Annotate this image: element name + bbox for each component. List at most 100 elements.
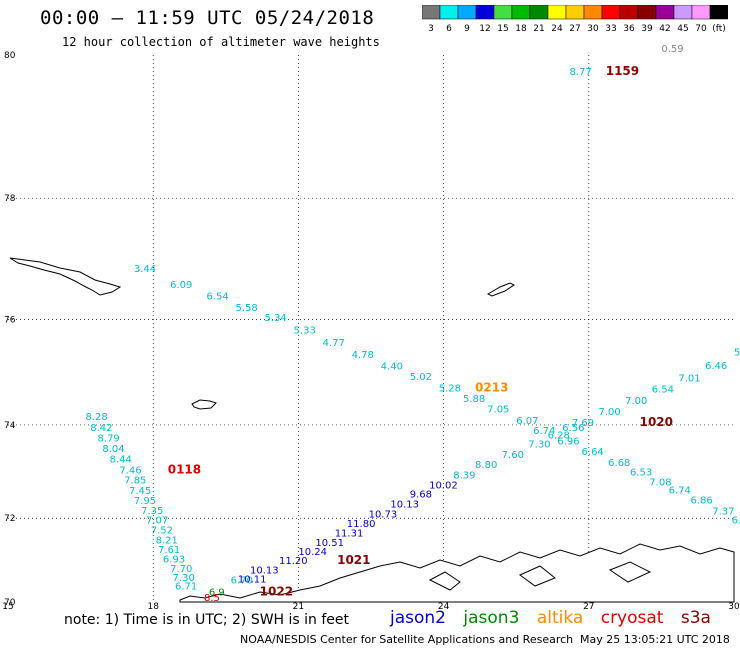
axis-ticks: 15 18 21 24 27 30 80 78 76 74 72 70 — [2, 51, 740, 612]
colorbar-label: 30 — [587, 24, 599, 34]
legend-jason3: jason3 — [463, 608, 520, 628]
wave-height-label: 10.13 — [250, 566, 279, 577]
wave-height-label: 7.01 — [678, 373, 700, 384]
colorbar-label: 21 — [533, 24, 544, 34]
wave-height-label: 10.73 — [369, 509, 398, 520]
colorbar-swatch — [709, 5, 728, 20]
wave-height-label: 3.44 — [134, 264, 156, 275]
wave-height-label: 7.95 — [134, 496, 156, 507]
satellite-legend: jason2 jason3 altika cryosat s3a — [390, 608, 723, 628]
wave-height-label: 6.46 — [705, 361, 727, 372]
latitude-tick-label: 76 — [4, 316, 16, 326]
wave-labels: 3.44 6.09 6.54 5.58 5.34 5.33 4.77 4.78 4.40 5.02… — [85, 44, 740, 604]
wave-height-label: 7.07 — [146, 516, 168, 527]
wave-height-label: 8.44 — [110, 455, 132, 466]
colorbar-label: 33 — [605, 24, 616, 34]
wave-height-label: 0.59 — [661, 44, 683, 55]
wave-height-label: 4.40 — [381, 362, 403, 373]
latitude-tick-label: 74 — [4, 421, 16, 431]
map-title: 00:00 – 11:59 UTC 05/24/2018 — [40, 7, 375, 29]
wave-height-label: 8.77 — [569, 67, 591, 78]
wave-height-label: 6.96 — [557, 436, 579, 447]
wave-height-label: 7.00 — [625, 396, 647, 407]
wave-height-label: 8.79 — [98, 434, 120, 445]
wave-height-label: 8.04 — [102, 444, 124, 455]
wave-height-label: 10.51 — [315, 538, 344, 549]
wave-height-label: 6.28 — [548, 431, 570, 442]
colorbar-label: 24 — [551, 24, 563, 34]
wave-height-label: 6.71 — [175, 582, 197, 593]
colorbar-label: 6 — [446, 24, 452, 34]
wave-height-label: 5.28 — [439, 384, 461, 395]
latitude-tick-label: 72 — [4, 514, 15, 524]
wave-height-label: 7.05 — [487, 404, 509, 415]
wave-height-label: 7 — [739, 525, 740, 536]
wave-height-label: 5.34 — [265, 313, 287, 324]
colorbar-label: 12 — [479, 24, 490, 34]
wave-height-label: 7.60 — [502, 450, 524, 461]
norway-inlet-2 — [519, 565, 556, 587]
wave-height-label: 4.78 — [352, 350, 374, 361]
wave-height-label: 7.08 — [649, 477, 671, 488]
legend-altika: altika — [536, 608, 584, 628]
wave-height-label: 6.74 — [669, 486, 691, 497]
wave-height-label: 5.33 — [294, 325, 316, 336]
wave-height-label: 10.11 — [238, 575, 267, 586]
latitude-tick-label: 80 — [4, 51, 16, 61]
wave-height-label: 7.37 — [712, 507, 734, 518]
wave-height-label: 7.52 — [151, 526, 173, 537]
longitude-tick-label: 18 — [147, 602, 159, 612]
longitude-tick-label: 21 — [293, 602, 304, 612]
wave-height-label: 7.30 — [173, 573, 195, 584]
colorbar-label: 36 — [623, 24, 635, 34]
coastlines — [9, 257, 735, 603]
bear-island — [191, 399, 217, 410]
norway-inlet-3 — [608, 561, 652, 583]
wave-height-label: 6.54 — [652, 385, 674, 396]
pass-time-label: 1159 — [606, 64, 639, 78]
wave-height-label: 7.30 — [528, 439, 550, 450]
legend-s3a: s3a — [680, 608, 711, 628]
wave-height-label: 5.8 — [734, 347, 740, 358]
legend-cryosat: cryosat — [600, 608, 664, 628]
colorbar-label: 70 — [695, 24, 707, 34]
wave-height-label: 7.61 — [158, 545, 180, 556]
wave-height-label: 4.77 — [323, 338, 345, 349]
wave-height-label: 5.02 — [410, 372, 432, 383]
wave-height-colorbar: 3 6 9 12 15 18 21 24 27 30 33 36 39 42 45 70 (ft) — [422, 5, 728, 34]
norway-coast — [179, 543, 735, 603]
colorbar-label: 45 — [677, 24, 688, 34]
colorbar-label: (ft) — [712, 24, 726, 34]
wave-height-label: 6.68 — [608, 458, 630, 469]
wave-height-label: 6.09 — [170, 280, 192, 291]
wave-height-label: 6.54 — [206, 292, 228, 303]
wave-height-label: 5.88 — [463, 394, 485, 405]
colorbar-label: 42 — [659, 24, 670, 34]
longitude-tick-label: 27 — [583, 602, 594, 612]
wave-height-label: 10.13 — [390, 500, 419, 511]
pass-time-label: 1020 — [640, 415, 673, 429]
longitude-tick-label: 30 — [728, 602, 740, 612]
pass-time-label: 0118 — [168, 462, 201, 476]
wave-height-label: 6.70 — [231, 575, 253, 586]
longitude-tick-label: 24 — [438, 602, 450, 612]
wave-height-label: 7.35 — [141, 506, 163, 517]
wave-height-label: 8.21 — [156, 535, 178, 546]
colorbar-label: 39 — [641, 24, 653, 34]
wave-height-label: 7.46 — [119, 465, 141, 476]
generated-timestamp: May 25 13:05:21 UTC 2018 — [580, 633, 730, 646]
wave-height-label: 6.53 — [630, 467, 652, 478]
wave-height-label: 6.93 — [163, 554, 185, 565]
credit-line: NOAA/NESDIS Center for Satellite Applica… — [240, 633, 574, 646]
pass-time-label: 1022 — [260, 585, 293, 599]
wave-height-label: 6.36 — [732, 516, 740, 527]
wave-height-label: 8.5 — [204, 593, 220, 604]
wave-height-label: 8.80 — [475, 460, 497, 471]
legend-jason2: jason2 — [390, 608, 446, 628]
wave-height-label: 7.70 — [170, 564, 192, 575]
wave-height-label: 9.68 — [410, 490, 432, 501]
wave-height-label: 6.86 — [690, 496, 712, 507]
wave-height-label: 8.42 — [90, 423, 112, 434]
colorbar-label: 18 — [515, 24, 527, 34]
wave-height-label: 11.80 — [347, 519, 376, 530]
